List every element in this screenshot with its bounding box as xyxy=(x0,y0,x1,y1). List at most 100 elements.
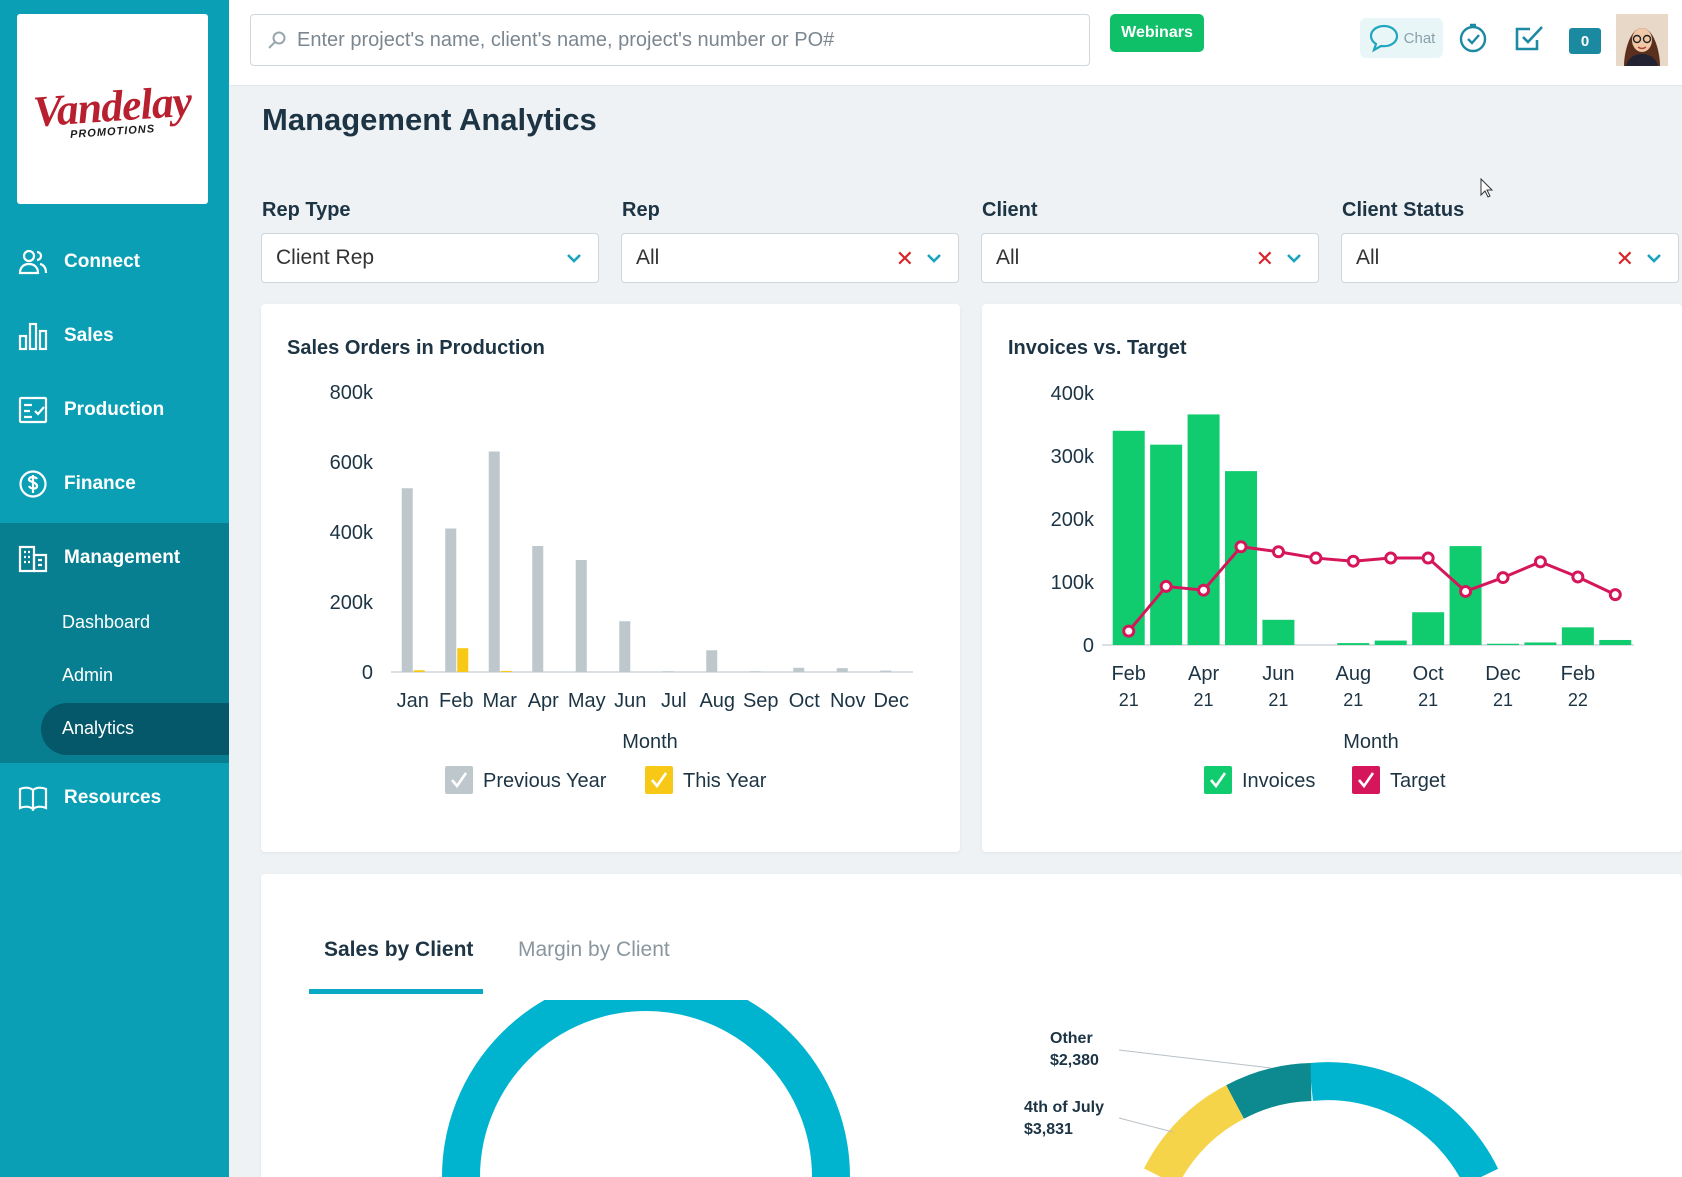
x-tick-label: Jul xyxy=(661,690,687,712)
target-point xyxy=(1159,579,1173,593)
bar-invoices xyxy=(1487,643,1519,645)
bar-previous-year xyxy=(619,621,631,672)
pie-label-other: Other $2,380 xyxy=(1050,1028,1099,1072)
bar-previous-year xyxy=(706,650,718,672)
checklist-icon xyxy=(18,396,48,424)
sidebar-item-finance[interactable]: Finance xyxy=(0,454,229,514)
target-point xyxy=(1234,540,1248,554)
check-icon xyxy=(651,772,668,789)
clock-check-icon[interactable] xyxy=(1457,22,1489,54)
sales-orders-card: Sales Orders in Production 0 200k 400k 600k… xyxy=(261,304,960,852)
chart-title: Sales Orders in Production xyxy=(287,337,545,359)
x-tick-label: Dec xyxy=(873,690,909,712)
select-value: All xyxy=(1356,246,1380,269)
sidebar-item-label: Finance xyxy=(64,473,136,494)
sidebar-subitem-admin[interactable]: Admin xyxy=(62,665,114,685)
x-tick-label: Oct xyxy=(1413,663,1445,685)
rep-select[interactable]: All ✕ xyxy=(621,233,959,283)
company-logo[interactable]: Vandelay PROMOTIONS xyxy=(17,14,208,204)
leader-line-july xyxy=(1118,1117,1174,1133)
mouse-cursor-icon xyxy=(1480,178,1494,198)
sidebar-item-connect[interactable]: Connect xyxy=(0,232,229,292)
bar-invoices xyxy=(1599,639,1632,645)
client-select[interactable]: All ✕ xyxy=(981,233,1319,283)
donut-right-july xyxy=(1144,1085,1245,1177)
bar-this-year xyxy=(413,670,425,672)
donut-right-other xyxy=(1226,1063,1312,1119)
x-tick-label-year: 21 xyxy=(1418,690,1438,710)
x-tick-label-year: 21 xyxy=(1194,690,1214,710)
chevron-down-icon xyxy=(927,254,941,263)
clear-icon[interactable]: ✕ xyxy=(895,246,914,271)
sidebar-subitem-analytics[interactable]: Analytics xyxy=(62,718,135,738)
bar-previous-year xyxy=(488,451,500,672)
bar-invoices xyxy=(1561,627,1594,645)
chat-button[interactable]: Chat xyxy=(1360,18,1443,58)
x-tick-label: Feb xyxy=(1561,663,1595,685)
x-tick-label: Jun xyxy=(614,690,646,712)
client-status-select[interactable]: All ✕ xyxy=(1341,233,1679,283)
x-tick-label: Feb xyxy=(439,690,473,712)
sidebar: Vandelay PROMOTIONS Connect Sales Produc… xyxy=(0,0,229,1177)
search-input[interactable] xyxy=(297,28,1057,52)
bar-invoices xyxy=(1112,430,1145,645)
legend-invoices-swatch xyxy=(1204,766,1232,794)
target-point xyxy=(1309,551,1323,565)
target-point xyxy=(1533,555,1547,569)
legend-this-year-label: This Year xyxy=(683,770,767,792)
check-icon xyxy=(1210,772,1227,789)
x-tick-label: Sep xyxy=(743,690,779,712)
tab-sales-by-client[interactable]: Sales by Client xyxy=(324,938,474,961)
search-box xyxy=(250,14,1090,66)
user-portrait-icon xyxy=(1616,14,1668,66)
sales-orders-chart: 0 200k 400k 600k 800k Jan Feb Mar Apr May Jun Jul Au… xyxy=(330,382,913,794)
bar-previous-year xyxy=(749,671,761,672)
y-tick-label: 0 xyxy=(1083,635,1094,657)
x-tick-label: Aug xyxy=(699,690,735,712)
sidebar-item-management[interactable]: Management xyxy=(0,528,229,588)
y-tick-label: 600k xyxy=(330,452,374,474)
avatar[interactable] xyxy=(1616,14,1668,66)
tasks-icon[interactable] xyxy=(1513,22,1545,54)
rep-type-select[interactable]: Client Rep xyxy=(261,233,599,283)
target-point xyxy=(1122,624,1136,638)
select-value: Client Rep xyxy=(276,246,375,269)
select-value: All xyxy=(996,246,1020,269)
sidebar-item-sales[interactable]: Sales xyxy=(0,306,229,366)
webinars-button[interactable]: Webinars xyxy=(1110,14,1204,52)
clear-icon[interactable]: ✕ xyxy=(1615,246,1634,271)
tab-active-underline xyxy=(309,989,483,994)
bar-previous-year xyxy=(445,528,457,672)
sidebar-item-label: Management xyxy=(64,547,181,568)
bar-invoices xyxy=(1524,642,1557,645)
x-tick-label-year: 21 xyxy=(1493,690,1513,710)
notification-badge[interactable]: 0 xyxy=(1569,28,1601,54)
filter-label-client-status: Client Status xyxy=(1342,199,1465,221)
x-tick-label: Nov xyxy=(830,690,866,712)
tab-margin-by-client[interactable]: Margin by Client xyxy=(518,938,670,961)
top-bar: Webinars Chat 0 xyxy=(229,0,1682,86)
sidebar-item-label: Connect xyxy=(64,251,140,272)
y-tick-label: 800k xyxy=(330,382,374,404)
target-point xyxy=(1608,588,1622,602)
legend-invoices-label: Invoices xyxy=(1242,770,1315,792)
bar-previous-year xyxy=(880,670,892,672)
active-indicator xyxy=(41,703,229,755)
bar-previous-year xyxy=(793,667,805,672)
bar-previous-year xyxy=(836,668,848,672)
clear-icon[interactable]: ✕ xyxy=(1255,246,1274,271)
pie-label-value: $2,380 xyxy=(1050,1052,1099,1069)
bar-invoices xyxy=(1187,414,1220,645)
bar-invoices xyxy=(1337,643,1370,645)
sidebar-subitem-dashboard[interactable]: Dashboard xyxy=(62,612,151,632)
x-tick-label: Feb xyxy=(1111,663,1145,685)
bar-previous-year xyxy=(575,560,587,672)
bar-invoices xyxy=(1262,619,1295,645)
filter-label-rep: Rep xyxy=(622,199,660,221)
x-axis-title: Month xyxy=(1343,731,1399,753)
sidebar-item-resources[interactable]: Resources xyxy=(0,768,229,828)
sidebar-item-label: Production xyxy=(64,399,165,420)
sidebar-item-production[interactable]: Production xyxy=(0,380,229,440)
chevron-down-icon xyxy=(1287,254,1301,263)
target-point xyxy=(1271,545,1285,559)
